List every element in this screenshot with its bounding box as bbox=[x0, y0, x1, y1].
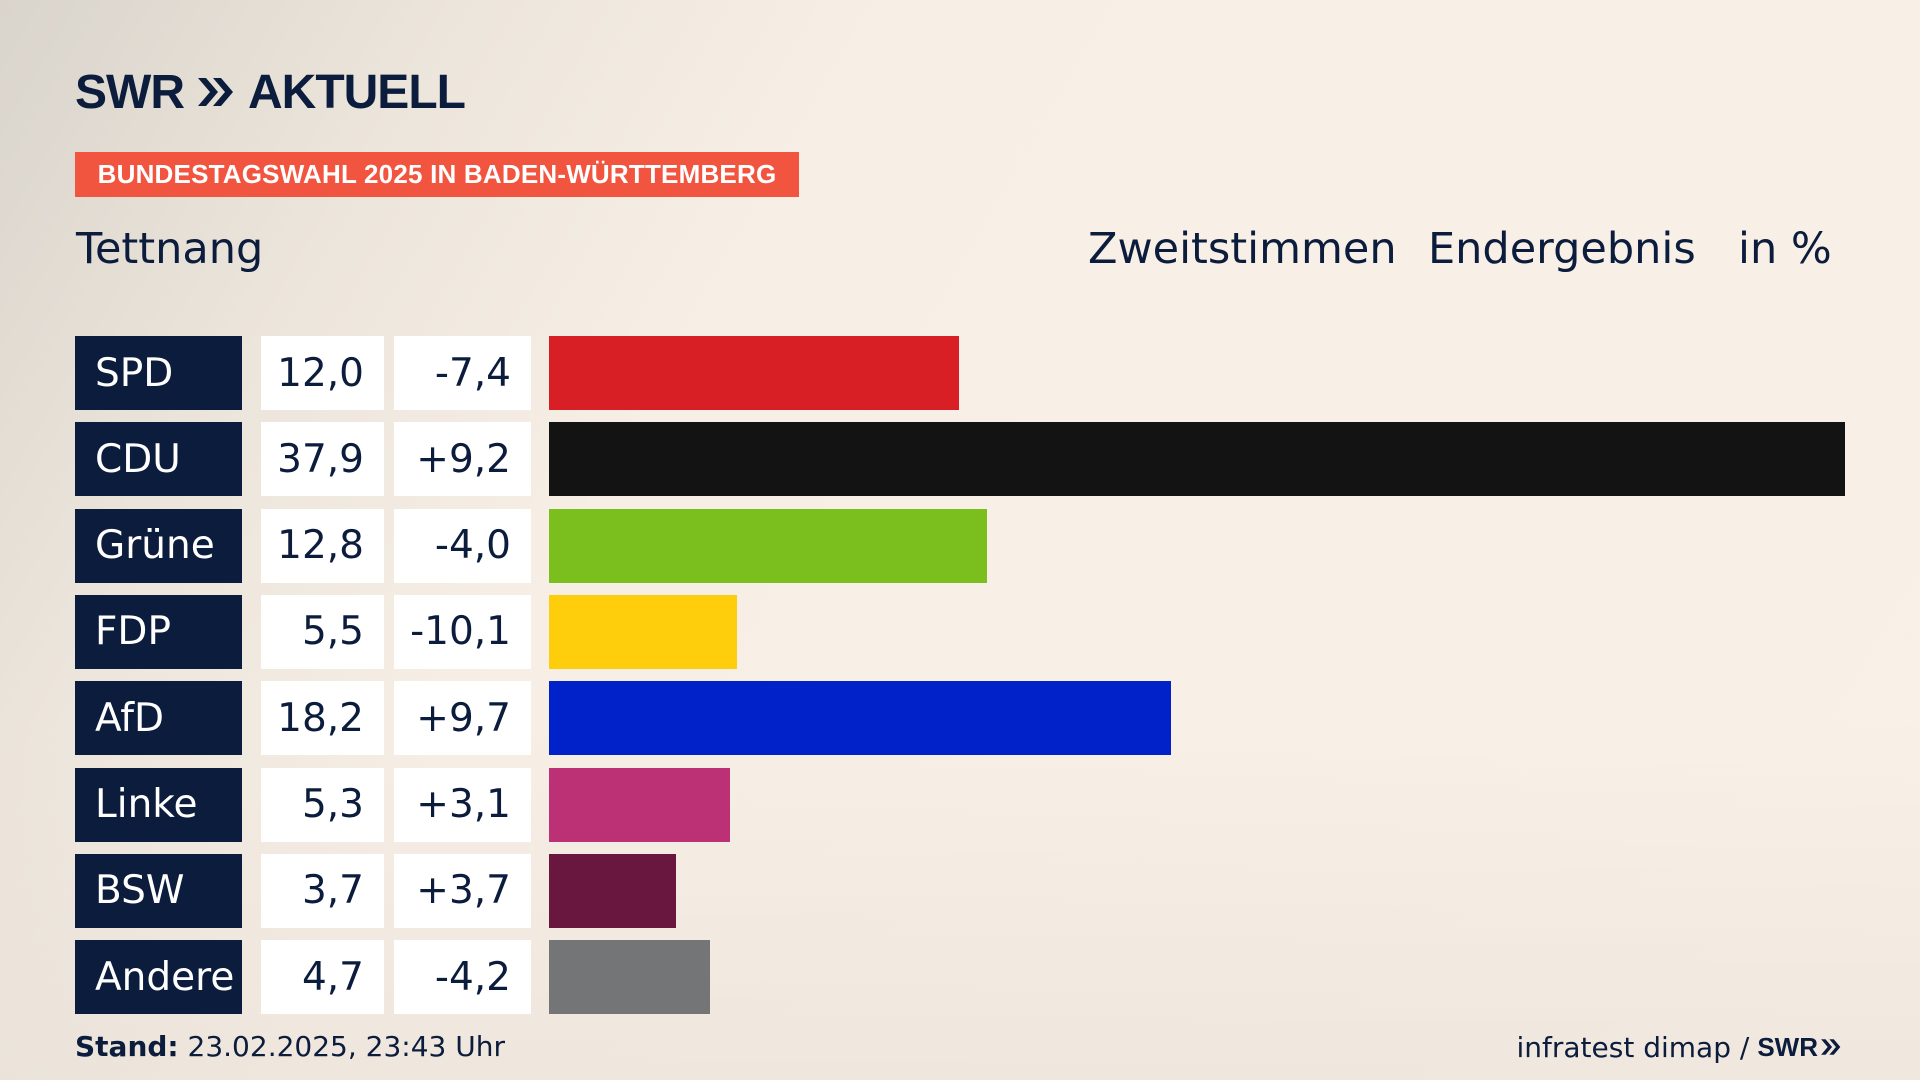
chart-row-2: Grüne 12,8 -4,0 bbox=[0, 508, 1920, 583]
result-value: 12,8 bbox=[261, 508, 384, 583]
result-value: 3,7 bbox=[261, 853, 384, 928]
chart-row-5: Linke 5,3 +3,1 bbox=[0, 767, 1920, 842]
chart-row-6: BSW 3,7 +3,7 bbox=[0, 853, 1920, 928]
result-bar bbox=[549, 767, 731, 842]
result-bar bbox=[549, 336, 960, 410]
difference-value: -10,1 bbox=[394, 594, 531, 669]
swr-aktuell-logo: SWR AKTUELL bbox=[75, 65, 466, 119]
difference-value: -4,2 bbox=[394, 940, 531, 1015]
result-bar bbox=[549, 853, 676, 928]
party-label: Andere bbox=[75, 940, 242, 1015]
small-logo-text: SWR bbox=[1757, 1031, 1818, 1062]
measure-label: Zweitstimmen bbox=[1088, 224, 1397, 274]
result-bar bbox=[549, 681, 1172, 756]
election-banner: BUNDESTAGSWAHL 2025 IN BADEN-WÜRTTEMBERG bbox=[75, 152, 799, 197]
chart-row-7: Andere 4,7 -4,2 bbox=[0, 940, 1920, 1015]
unit-label: in % bbox=[1738, 224, 1832, 274]
logo-text: SWR bbox=[75, 65, 185, 119]
result-bar bbox=[549, 422, 1845, 497]
stand-label: Stand: bbox=[75, 1030, 179, 1063]
result-bar bbox=[549, 940, 710, 1015]
result-value: 12,0 bbox=[261, 336, 384, 410]
logo-suffix: AKTUELL bbox=[247, 65, 466, 119]
party-label: CDU bbox=[75, 422, 242, 497]
party-label: AfD bbox=[75, 681, 242, 756]
difference-value: -4,0 bbox=[394, 508, 531, 583]
timestamp: Stand: 23.02.2025, 23:43 Uhr bbox=[75, 1030, 505, 1064]
source-credit: infratest dimap / SWR bbox=[1517, 1030, 1843, 1064]
chart-row-3: FDP 5,5 -10,1 bbox=[0, 594, 1920, 669]
party-label: BSW bbox=[75, 853, 242, 928]
double-chevron-icon bbox=[197, 78, 233, 106]
location-title: Tettnang bbox=[76, 224, 264, 274]
party-label: Linke bbox=[75, 767, 242, 842]
chart-row-4: AfD 18,2 +9,7 bbox=[0, 681, 1920, 756]
result-value: 4,7 bbox=[261, 940, 384, 1015]
swr-small-logo: SWR bbox=[1757, 1032, 1842, 1063]
party-label: Grüne bbox=[75, 508, 242, 583]
result-bar bbox=[549, 594, 738, 669]
result-value: 5,3 bbox=[261, 767, 384, 842]
party-label: SPD bbox=[75, 336, 242, 410]
source-text: infratest dimap / bbox=[1516, 1030, 1750, 1064]
difference-value: -7,4 bbox=[394, 336, 531, 410]
status-label: Endergebnis bbox=[1428, 224, 1696, 274]
result-bar bbox=[549, 508, 987, 583]
double-chevron-icon bbox=[1821, 1039, 1841, 1055]
difference-value: +9,7 bbox=[394, 681, 531, 756]
difference-value: +9,2 bbox=[394, 422, 531, 497]
difference-value: +3,1 bbox=[394, 767, 531, 842]
chart-row-0: SPD 12,0 -7,4 bbox=[0, 336, 1920, 410]
stand-value: 23.02.2025, 23:43 Uhr bbox=[187, 1030, 505, 1063]
result-value: 5,5 bbox=[261, 594, 384, 669]
chart-row-1: CDU 37,9 +9,2 bbox=[0, 422, 1920, 497]
difference-value: +3,7 bbox=[394, 853, 531, 928]
party-label: FDP bbox=[75, 594, 242, 669]
result-value: 37,9 bbox=[261, 422, 384, 497]
result-value: 18,2 bbox=[261, 681, 384, 756]
